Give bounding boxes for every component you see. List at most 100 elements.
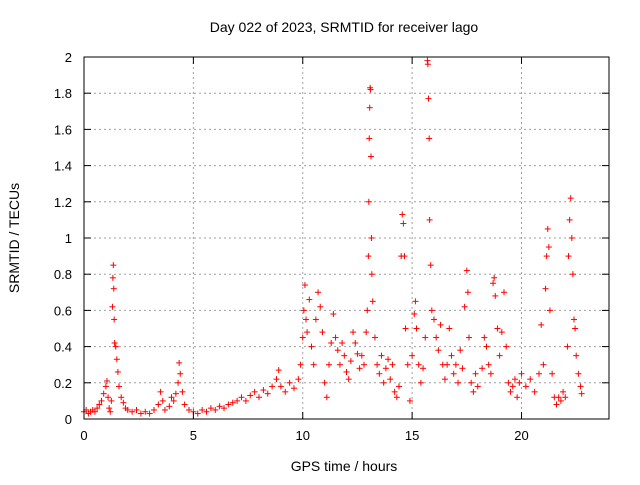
data-point bbox=[555, 394, 562, 401]
data-point bbox=[168, 394, 175, 401]
data-point bbox=[172, 390, 179, 397]
data-point bbox=[229, 399, 236, 406]
data-point bbox=[146, 410, 153, 417]
data-point bbox=[273, 376, 280, 383]
data-point bbox=[452, 361, 459, 368]
data-point bbox=[455, 379, 462, 386]
data-point bbox=[566, 216, 573, 223]
data-point bbox=[511, 376, 518, 383]
data-point bbox=[354, 350, 361, 357]
data-point bbox=[409, 352, 416, 359]
data-point bbox=[199, 406, 206, 413]
data-point bbox=[553, 401, 560, 408]
data-point bbox=[501, 289, 507, 296]
y-tick-label: 1.2 bbox=[54, 195, 72, 210]
data-point bbox=[295, 376, 302, 383]
y-tick-label: 0.2 bbox=[54, 376, 72, 391]
data-point bbox=[494, 325, 501, 332]
data-point bbox=[448, 352, 455, 359]
data-point bbox=[343, 368, 350, 375]
data-point bbox=[368, 235, 375, 241]
data-point bbox=[203, 408, 210, 415]
data-point bbox=[194, 410, 201, 417]
data-point bbox=[297, 361, 304, 368]
data-point bbox=[516, 379, 523, 386]
data-point bbox=[389, 361, 396, 368]
data-point bbox=[356, 365, 363, 372]
data-point bbox=[531, 388, 538, 395]
data-point bbox=[112, 343, 119, 350]
data-point bbox=[275, 367, 282, 374]
data-point bbox=[487, 370, 494, 377]
data-point bbox=[450, 370, 457, 377]
data-point bbox=[420, 365, 427, 372]
data-point bbox=[304, 329, 311, 336]
data-point bbox=[564, 343, 571, 350]
data-point bbox=[312, 316, 319, 323]
data-point bbox=[463, 267, 470, 274]
data-point bbox=[330, 311, 337, 318]
data-point bbox=[326, 361, 332, 368]
data-point bbox=[422, 334, 429, 341]
data-point bbox=[569, 271, 576, 278]
data-point bbox=[557, 397, 564, 404]
data-point bbox=[498, 329, 505, 336]
data-point bbox=[120, 399, 127, 406]
data-point bbox=[474, 383, 481, 390]
data-point bbox=[328, 339, 335, 346]
data-point bbox=[225, 401, 232, 408]
x-tick-label: 10 bbox=[296, 428, 310, 443]
data-point bbox=[111, 316, 118, 323]
data-point bbox=[426, 135, 433, 142]
data-point bbox=[358, 352, 365, 359]
data-point bbox=[111, 339, 118, 346]
data-point bbox=[161, 406, 168, 413]
data-point bbox=[509, 383, 516, 390]
data-point bbox=[400, 220, 407, 227]
data-point bbox=[490, 280, 497, 287]
data-point bbox=[391, 388, 398, 395]
data-point bbox=[371, 334, 378, 341]
data-point bbox=[572, 325, 579, 332]
grid bbox=[84, 57, 609, 419]
data-point bbox=[544, 225, 551, 232]
data-point bbox=[404, 361, 411, 368]
data-points bbox=[81, 57, 585, 417]
data-point bbox=[425, 95, 432, 102]
data-point bbox=[367, 86, 374, 93]
data-point bbox=[492, 292, 499, 299]
y-tick-label: 1.6 bbox=[54, 122, 72, 137]
data-point bbox=[269, 383, 276, 390]
data-point bbox=[433, 334, 440, 341]
data-point bbox=[212, 406, 219, 413]
data-point bbox=[301, 282, 308, 289]
data-point bbox=[472, 370, 479, 377]
data-point bbox=[207, 405, 214, 412]
data-point bbox=[387, 376, 394, 383]
data-point bbox=[459, 365, 466, 372]
data-point bbox=[483, 343, 490, 350]
x-tick-label: 15 bbox=[405, 428, 419, 443]
data-point bbox=[507, 388, 514, 395]
data-point bbox=[368, 153, 374, 160]
data-point bbox=[247, 392, 254, 399]
data-point bbox=[96, 401, 103, 408]
data-point bbox=[102, 383, 109, 390]
y-tick-label: 0.4 bbox=[54, 340, 72, 355]
data-point bbox=[350, 329, 357, 336]
data-point bbox=[251, 388, 258, 395]
data-point bbox=[306, 296, 313, 303]
data-point bbox=[457, 347, 464, 354]
data-point bbox=[179, 388, 186, 395]
data-point bbox=[496, 352, 503, 359]
data-point bbox=[365, 198, 372, 205]
data-point bbox=[411, 311, 418, 318]
data-point bbox=[446, 325, 453, 332]
data-point bbox=[366, 104, 373, 111]
y-tick-label: 0 bbox=[65, 412, 72, 427]
data-point bbox=[503, 343, 510, 350]
data-point bbox=[364, 307, 371, 314]
data-point bbox=[347, 358, 354, 365]
data-point bbox=[522, 383, 529, 390]
